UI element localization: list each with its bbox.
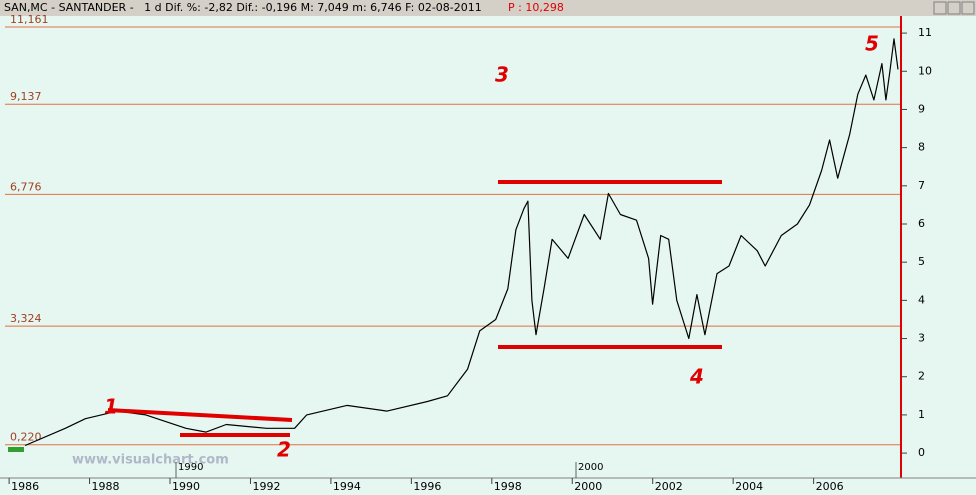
level-label: 9,137 <box>10 90 42 103</box>
x-tick-label: 1998 <box>494 480 522 493</box>
close-button[interactable] <box>961 1 975 15</box>
level-label: 0,220 <box>10 431 42 444</box>
x-tick-label: 1996 <box>413 480 441 493</box>
annotation: 5 <box>865 32 879 56</box>
level-label: 6,776 <box>10 180 42 193</box>
watermark: www.visualchart.com <box>72 453 229 468</box>
price-label: P : 10,298 <box>508 1 564 14</box>
y-tick-label: 10 <box>918 64 932 77</box>
y-tick-label: 6 <box>918 217 925 230</box>
annotation: 1 <box>104 395 118 419</box>
x-tick-label: 1986 <box>11 480 39 493</box>
header-bar <box>0 0 976 16</box>
x-tick-label: 1992 <box>252 480 280 493</box>
annotation: 4 <box>689 365 704 389</box>
header-text: SAN,MC - SANTANDER - 1 d Dif. %: -2,82 D… <box>4 1 482 14</box>
x-tick-label: 2006 <box>816 480 844 493</box>
y-tick-label: 9 <box>918 102 925 115</box>
y-tick-label: 0 <box>918 446 925 459</box>
annotation: 3 <box>495 63 509 87</box>
trend-line <box>107 408 293 422</box>
period-label: 1990 <box>178 462 203 473</box>
x-tick-label: 1990 <box>172 480 200 493</box>
y-tick-label: 2 <box>918 370 925 383</box>
level-label: 11,161 <box>10 13 49 26</box>
y-tick-label: 5 <box>918 255 925 268</box>
maximize-button[interactable] <box>947 1 961 15</box>
x-tick-label: 2004 <box>735 480 763 493</box>
volume-marker <box>8 447 24 452</box>
x-tick-label: 1994 <box>333 480 361 493</box>
period-label: 2000 <box>578 462 603 473</box>
x-tick-label: 2000 <box>574 480 602 493</box>
y-tick-label: 8 <box>918 141 925 154</box>
y-tick-label: 4 <box>918 293 925 306</box>
price-line <box>24 38 899 447</box>
y-tick-label: 3 <box>918 332 925 345</box>
minimize-button[interactable] <box>933 1 947 15</box>
y-tick-label: 11 <box>918 26 932 39</box>
annotation: 2 <box>277 438 291 462</box>
x-tick-label: 2002 <box>655 480 683 493</box>
y-tick-label: 1 <box>918 408 925 421</box>
level-label: 3,324 <box>10 312 42 325</box>
y-tick-label: 7 <box>918 179 925 192</box>
x-tick-label: 1988 <box>92 480 120 493</box>
